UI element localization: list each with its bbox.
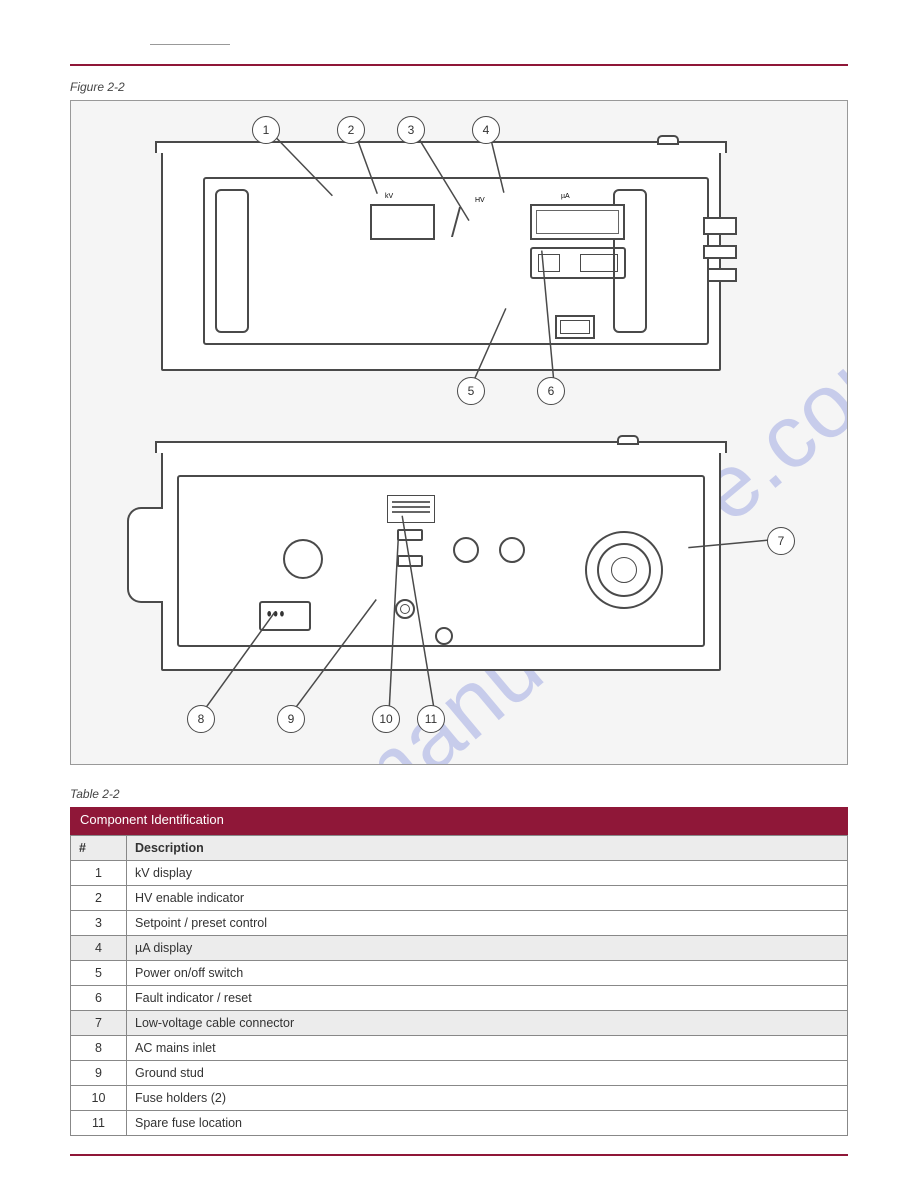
callout-1: 1 [252,116,280,144]
cell-num: 2 [71,886,127,911]
component-table: # Description 1kV display2HV enable indi… [70,835,848,1136]
cell-num: 8 [71,1036,127,1061]
callout-3: 3 [397,116,425,144]
page-header [70,30,848,60]
cell-desc: Ground stud [127,1061,848,1086]
ac-inlet-icon [259,601,311,631]
callout-2: 2 [337,116,365,144]
cell-desc: Spare fuse location [127,1111,848,1136]
cell-num: 7 [71,1011,127,1036]
table-row: 11Spare fuse location [71,1111,848,1136]
table-row: 1kV display [71,861,848,886]
cell-num: 4 [71,936,127,961]
device-front-view: kV HV µA [161,151,721,371]
vent-3 [499,537,525,563]
ground-stud-icon [395,599,415,619]
cell-num: 9 [71,1061,127,1086]
col-desc: Description [127,836,848,861]
table-title-bar: Component Identification [70,807,848,835]
fuse-holder-1 [397,529,423,541]
vent-1 [283,539,323,579]
diagram-panel: manualshive.com 1 2 3 4 5 6 7 8 9 10 11 [70,100,848,765]
table-row: 7Low-voltage cable connector [71,1011,848,1036]
hv-indicator-icon [451,207,487,237]
table-row: 9Ground stud [71,1061,848,1086]
ground-symbol-icon [435,627,453,645]
table-row: 3Setpoint / preset control [71,911,848,936]
table-row: 10Fuse holders (2) [71,1086,848,1111]
table-title: Component Identification [80,812,224,827]
hv-label: HV [475,197,485,204]
ua-display [530,204,625,240]
page-footer [70,1154,848,1162]
callout-10: 10 [372,705,400,733]
kv-label: kV [385,193,393,200]
carry-handle-icon [127,507,163,603]
callout-8: 8 [187,705,215,733]
table-row: 2HV enable indicator [71,886,848,911]
rating-plate [387,495,435,523]
cell-desc: Low-voltage cable connector [127,1011,848,1036]
cell-num: 5 [71,961,127,986]
vent-2 [453,537,479,563]
kv-display [370,204,435,240]
cell-num: 11 [71,1111,127,1136]
table-row: 6Fault indicator / reset [71,986,848,1011]
cell-desc: Fuse holders (2) [127,1086,848,1111]
cell-desc: HV enable indicator [127,886,848,911]
preset-panel [530,247,626,279]
col-hash: # [71,836,127,861]
cell-num: 3 [71,911,127,936]
table-caption: Table 2-2 [70,787,848,801]
footer-rule [70,1154,848,1156]
callout-7: 7 [767,527,795,555]
cell-num: 10 [71,1086,127,1111]
header-underline [150,44,230,45]
device-rear-view [161,451,721,671]
table-row: 5Power on/off switch [71,961,848,986]
fuse-holder-2 [397,555,423,567]
callout-4: 4 [472,116,500,144]
cell-desc: Fault indicator / reset [127,986,848,1011]
cell-desc: µA display [127,936,848,961]
cell-num: 6 [71,986,127,1011]
cell-num: 1 [71,861,127,886]
table-row: 4µA display [71,936,848,961]
callout-11: 11 [417,705,445,733]
callout-6: 6 [537,377,565,405]
callout-9: 9 [277,705,305,733]
cell-desc: AC mains inlet [127,1036,848,1061]
lv-connector [585,531,663,609]
cell-desc: Setpoint / preset control [127,911,848,936]
header-rule [70,64,848,66]
figure-caption-top: Figure 2-2 [70,80,848,94]
power-switch [555,315,595,339]
cell-desc: Power on/off switch [127,961,848,986]
callout-5: 5 [457,377,485,405]
table-row: 8AC mains inlet [71,1036,848,1061]
cell-desc: kV display [127,861,848,886]
ua-label: µA [561,193,570,200]
